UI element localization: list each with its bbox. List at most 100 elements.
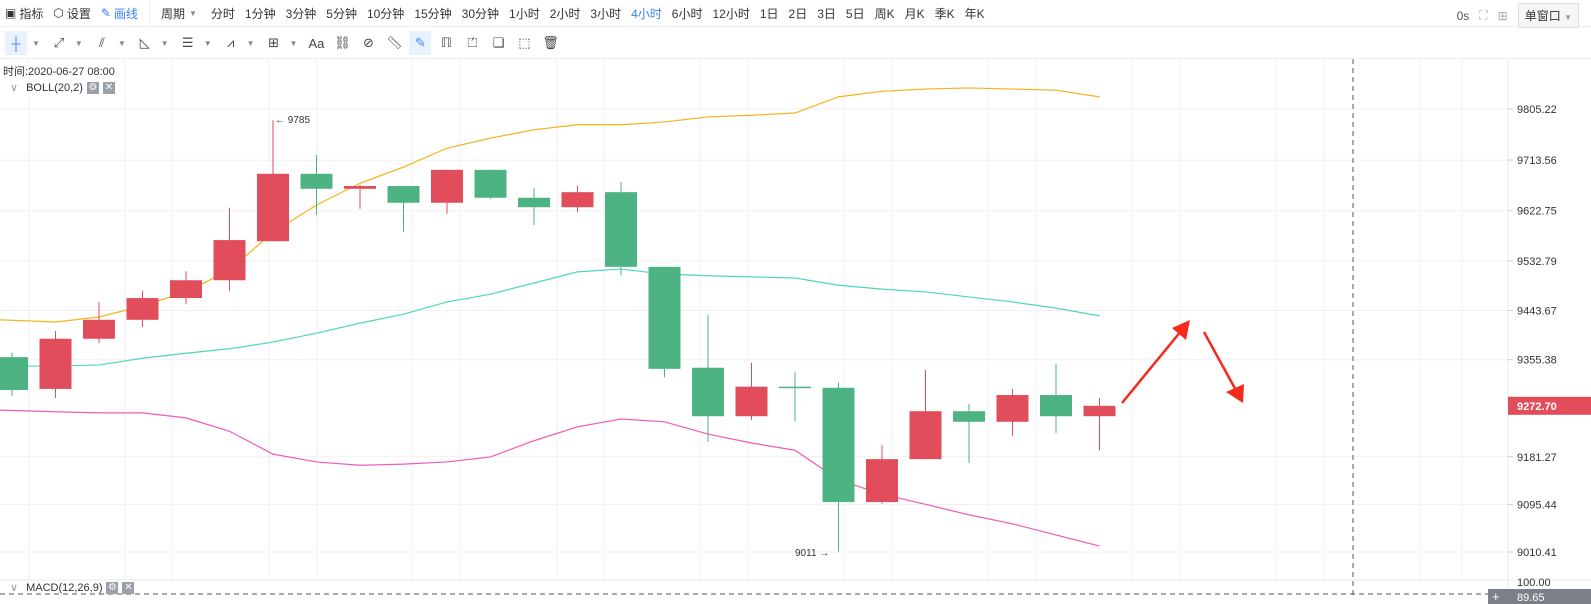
indicator-button[interactable]: ▣ 指标 xyxy=(5,6,44,21)
drawing-toolbar: ┼ ▼ ⤢ ▼ ⫽ ▼ ◺ ▼ ☰ ▼ ⩘ ▼ ⊞ ▼ Aa ⛓ ⊘ 📏︎ ✎ ℿ ⏍ ❏ ⬚… xyxy=(0,28,1591,59)
period-15[interactable]: 3日 xyxy=(817,6,836,21)
crosshair-time: 时间:2020-06-27 08:00 xyxy=(3,66,115,78)
triangle-tool[interactable]: ◺ xyxy=(139,35,150,50)
gear-icon[interactable]: ⚙ xyxy=(106,581,119,594)
link-icon[interactable]: ⊘ xyxy=(363,35,374,50)
candle-body xyxy=(561,192,594,208)
candle-body xyxy=(1083,405,1116,417)
y-tick-label: 9355.38 xyxy=(1517,355,1557,367)
top-bar: ▣ 指标 ⬡ 设置 ✎ 画线 周期 ▼ 分时 1分钟 3分钟 5分钟 10分钟 15分钟 30分钟 1… xyxy=(0,0,1591,28)
boll-legend: ∨ BOLL(20,2) ⚙ ✕ xyxy=(10,81,115,94)
period-list: 分时 1分钟 3分钟 5分钟 10分钟 15分钟 30分钟 1小时 2小时 3小时 4小时 6小时 12… xyxy=(206,5,990,22)
gear-icon: ⬡ xyxy=(53,6,64,20)
period-5[interactable]: 15分钟 xyxy=(414,6,452,21)
hide-icon[interactable]: ❏ xyxy=(492,35,505,50)
macd-tick-label: 100.00 xyxy=(1517,577,1551,589)
wave-tool[interactable]: ⩘ xyxy=(226,35,235,50)
caret-down-icon[interactable]: ▼ xyxy=(246,38,255,48)
pattern-icon[interactable]: ⛓ xyxy=(334,35,351,50)
period-2[interactable]: 3分钟 xyxy=(285,6,317,21)
period-11[interactable]: 6小时 xyxy=(671,6,703,21)
period-3[interactable]: 5分钟 xyxy=(326,6,357,21)
top-right-controls: 0s ⛶ ⊞ 单窗口 ▼ xyxy=(1457,3,1579,28)
candle-body xyxy=(300,173,333,189)
period-14[interactable]: 2日 xyxy=(788,6,808,21)
caret-down-icon[interactable]: ▼ xyxy=(74,38,83,48)
trash-icon[interactable]: 🗑︎ xyxy=(542,35,559,50)
arrow-down-head xyxy=(1226,384,1244,403)
latency: 0s xyxy=(1456,8,1470,23)
period-13[interactable]: 1日 xyxy=(759,6,779,21)
crosshair-tool[interactable]: ┼ xyxy=(5,31,27,55)
collapse-icon[interactable]: ∨ xyxy=(10,582,19,594)
candle-body xyxy=(735,386,768,417)
settings-button[interactable]: ⬡ 设置 xyxy=(53,6,91,21)
close-icon[interactable]: ✕ xyxy=(102,81,115,94)
y-tick-label: 9443.67 xyxy=(1517,306,1557,318)
period-dropdown[interactable]: 周期 ▼ xyxy=(160,6,197,21)
boll-lower-line xyxy=(0,409,1100,547)
candle-body xyxy=(126,298,159,320)
horizontal-lines-tool[interactable]: ☰ xyxy=(181,35,194,50)
parallel-tool[interactable]: ⫽ xyxy=(98,35,105,50)
candle-body xyxy=(822,387,855,503)
caret-down-icon[interactable]: ▼ xyxy=(203,38,212,48)
collapse-icon[interactable]: ∨ xyxy=(10,82,19,94)
candle-body xyxy=(83,319,115,339)
last-price-badge xyxy=(1508,396,1591,415)
pen-icon: ✎ xyxy=(100,6,111,20)
candle-body xyxy=(0,357,28,391)
y-tick-label: 9095.44 xyxy=(1517,500,1557,512)
caret-down-icon[interactable]: ▼ xyxy=(160,38,169,48)
gear-icon[interactable]: ⚙ xyxy=(86,81,99,94)
y-tick-label: 9622.75 xyxy=(1517,206,1557,218)
select-all-icon[interactable]: ⬚ xyxy=(518,35,531,50)
add-window-icon[interactable]: ⊞ xyxy=(1497,8,1508,23)
candle-body xyxy=(39,338,72,389)
period-9[interactable]: 3小时 xyxy=(590,6,622,21)
period-4[interactable]: 10分钟 xyxy=(366,6,405,21)
candle-body xyxy=(953,411,985,422)
period-12[interactable]: 12小时 xyxy=(712,6,750,21)
close-icon[interactable]: ✕ xyxy=(122,581,135,594)
text-tool[interactable]: Aa xyxy=(308,35,325,51)
period-0[interactable]: 分时 xyxy=(210,6,235,21)
caret-down-icon[interactable]: ▼ xyxy=(289,38,298,48)
candle-body xyxy=(866,459,898,503)
period-18[interactable]: 月K xyxy=(904,6,925,21)
candle-body xyxy=(474,169,507,198)
draw-button[interactable]: ✎ 画线 xyxy=(100,6,138,21)
candle-body xyxy=(909,411,942,460)
line-tool[interactable]: ⤢ xyxy=(53,35,65,50)
candle-body xyxy=(692,367,724,417)
period-10[interactable]: 4小时 xyxy=(631,6,662,21)
caret-down-icon: ▼ xyxy=(1564,13,1572,22)
y-tick-label: 9181.27 xyxy=(1517,452,1557,464)
rectangle-tool[interactable]: ⊞ xyxy=(268,35,279,50)
arrow-down-line xyxy=(1202,331,1240,395)
divider xyxy=(148,0,150,26)
fullscreen-icon[interactable]: ⛶ xyxy=(1479,8,1488,22)
period-7[interactable]: 1小时 xyxy=(509,6,540,21)
arrow-up-line xyxy=(1121,324,1187,404)
period-20[interactable]: 年K xyxy=(964,6,985,21)
candle-body xyxy=(648,266,681,369)
lock-icon[interactable]: ⏍ xyxy=(467,35,478,50)
period-17[interactable]: 周K xyxy=(874,6,895,21)
caret-down-icon[interactable]: ▼ xyxy=(32,38,40,48)
period-8[interactable]: 2小时 xyxy=(549,6,581,21)
magnet-icon[interactable]: ℿ xyxy=(440,35,452,50)
caret-down-icon[interactable]: ▼ xyxy=(117,38,126,48)
ruler-icon[interactable]: 📏︎ xyxy=(386,35,403,50)
period-19[interactable]: 季K xyxy=(934,6,955,21)
continuous-draw-icon[interactable]: ✎ xyxy=(409,31,432,55)
candle-body xyxy=(1040,395,1072,417)
candle-body xyxy=(431,169,463,203)
period-16[interactable]: 5日 xyxy=(845,6,865,21)
period-6[interactable]: 30分钟 xyxy=(461,6,500,21)
period-1[interactable]: 1分钟 xyxy=(244,6,276,21)
window-mode-select[interactable]: 单窗口 ▼ xyxy=(1517,3,1579,28)
candle-body xyxy=(344,186,376,189)
y-tick-label: 9805.22 xyxy=(1517,104,1557,116)
